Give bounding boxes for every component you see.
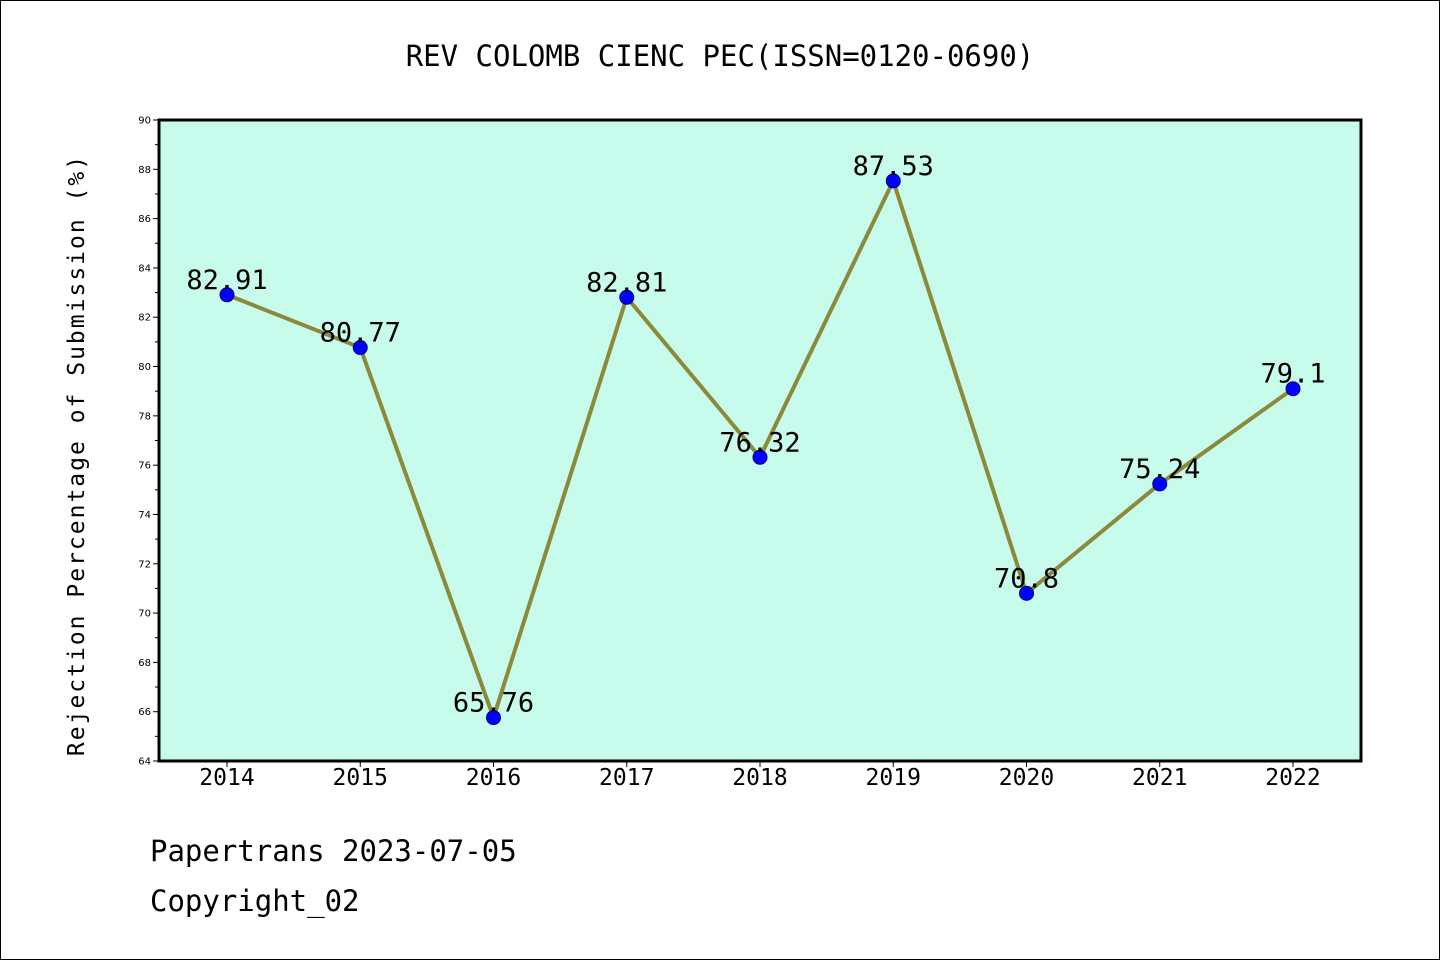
x-tick-label: 2021 [1132, 765, 1187, 791]
data-point [885, 173, 901, 189]
x-tick-label: 2017 [599, 765, 654, 791]
y-tick-label: 78 [138, 411, 151, 422]
x-tick-label: 2015 [333, 765, 388, 791]
x-tick-label: 2022 [1265, 765, 1320, 791]
y-tick-label: 84 [138, 263, 151, 274]
data-point [352, 340, 368, 356]
y-tick-label: 76 [138, 461, 151, 472]
data-label: 75.24 [1119, 454, 1200, 485]
data-point [1019, 585, 1034, 601]
data-label: 80.77 [320, 318, 401, 349]
data-point [1285, 381, 1301, 397]
data-label: 65.76 [453, 688, 534, 719]
data-label: 76.32 [719, 427, 800, 458]
x-tick-label: 2018 [732, 765, 787, 791]
x-tick-label: 2016 [466, 765, 521, 791]
y-axis: 64 66 68 70 72 74 76 78 80 82 84 86 88 90 [138, 116, 159, 768]
plot-area [157, 118, 1363, 763]
y-tick-label: 90 [138, 116, 151, 127]
y-tick-label: 82 [138, 313, 151, 324]
data-point [486, 710, 501, 726]
data-label: 87.53 [853, 151, 934, 182]
y-tick-label: 86 [138, 214, 151, 225]
data-label: 79.1 [1260, 359, 1325, 390]
y-tick-label: 80 [138, 362, 151, 373]
y-tick-label: 72 [138, 559, 151, 570]
y-tick-label: 66 [138, 707, 151, 718]
chart-title: REV COLOMB CIENC PEC(ISSN=0120-0690) [406, 39, 1035, 73]
y-axis-label: Rejection Percentage of Submission (%) [64, 154, 90, 756]
x-tick-label: 2020 [999, 765, 1054, 791]
data-label-layer: 82.91 80.77 65.76 82.81 76.32 87.53 70.8 75.24 7… [186, 151, 1325, 719]
y-tick-label: 68 [138, 658, 151, 669]
x-tick-label: 2019 [866, 765, 921, 791]
y-tick-label: 88 [138, 165, 151, 176]
y-tick-label: 74 [138, 510, 151, 521]
x-tick-label: 2014 [199, 765, 254, 791]
footer-date-text: Papertrans 2023-07-05 [150, 834, 517, 868]
y-tick-label: 70 [138, 609, 151, 620]
marker-layer [219, 173, 1301, 726]
data-label: 82.81 [586, 267, 667, 298]
x-axis: 2014 2015 2016 2017 2018 2019 2020 2021 2022 [199, 761, 1321, 791]
data-label: 70.8 [994, 563, 1059, 594]
data-point [619, 289, 635, 305]
y-tick-label: 64 [138, 757, 151, 768]
data-point [752, 449, 768, 465]
data-point [219, 287, 235, 303]
footer-copyright-text: Copyright_02 [150, 884, 360, 918]
data-point [1152, 476, 1168, 492]
data-label: 82.91 [186, 265, 267, 296]
